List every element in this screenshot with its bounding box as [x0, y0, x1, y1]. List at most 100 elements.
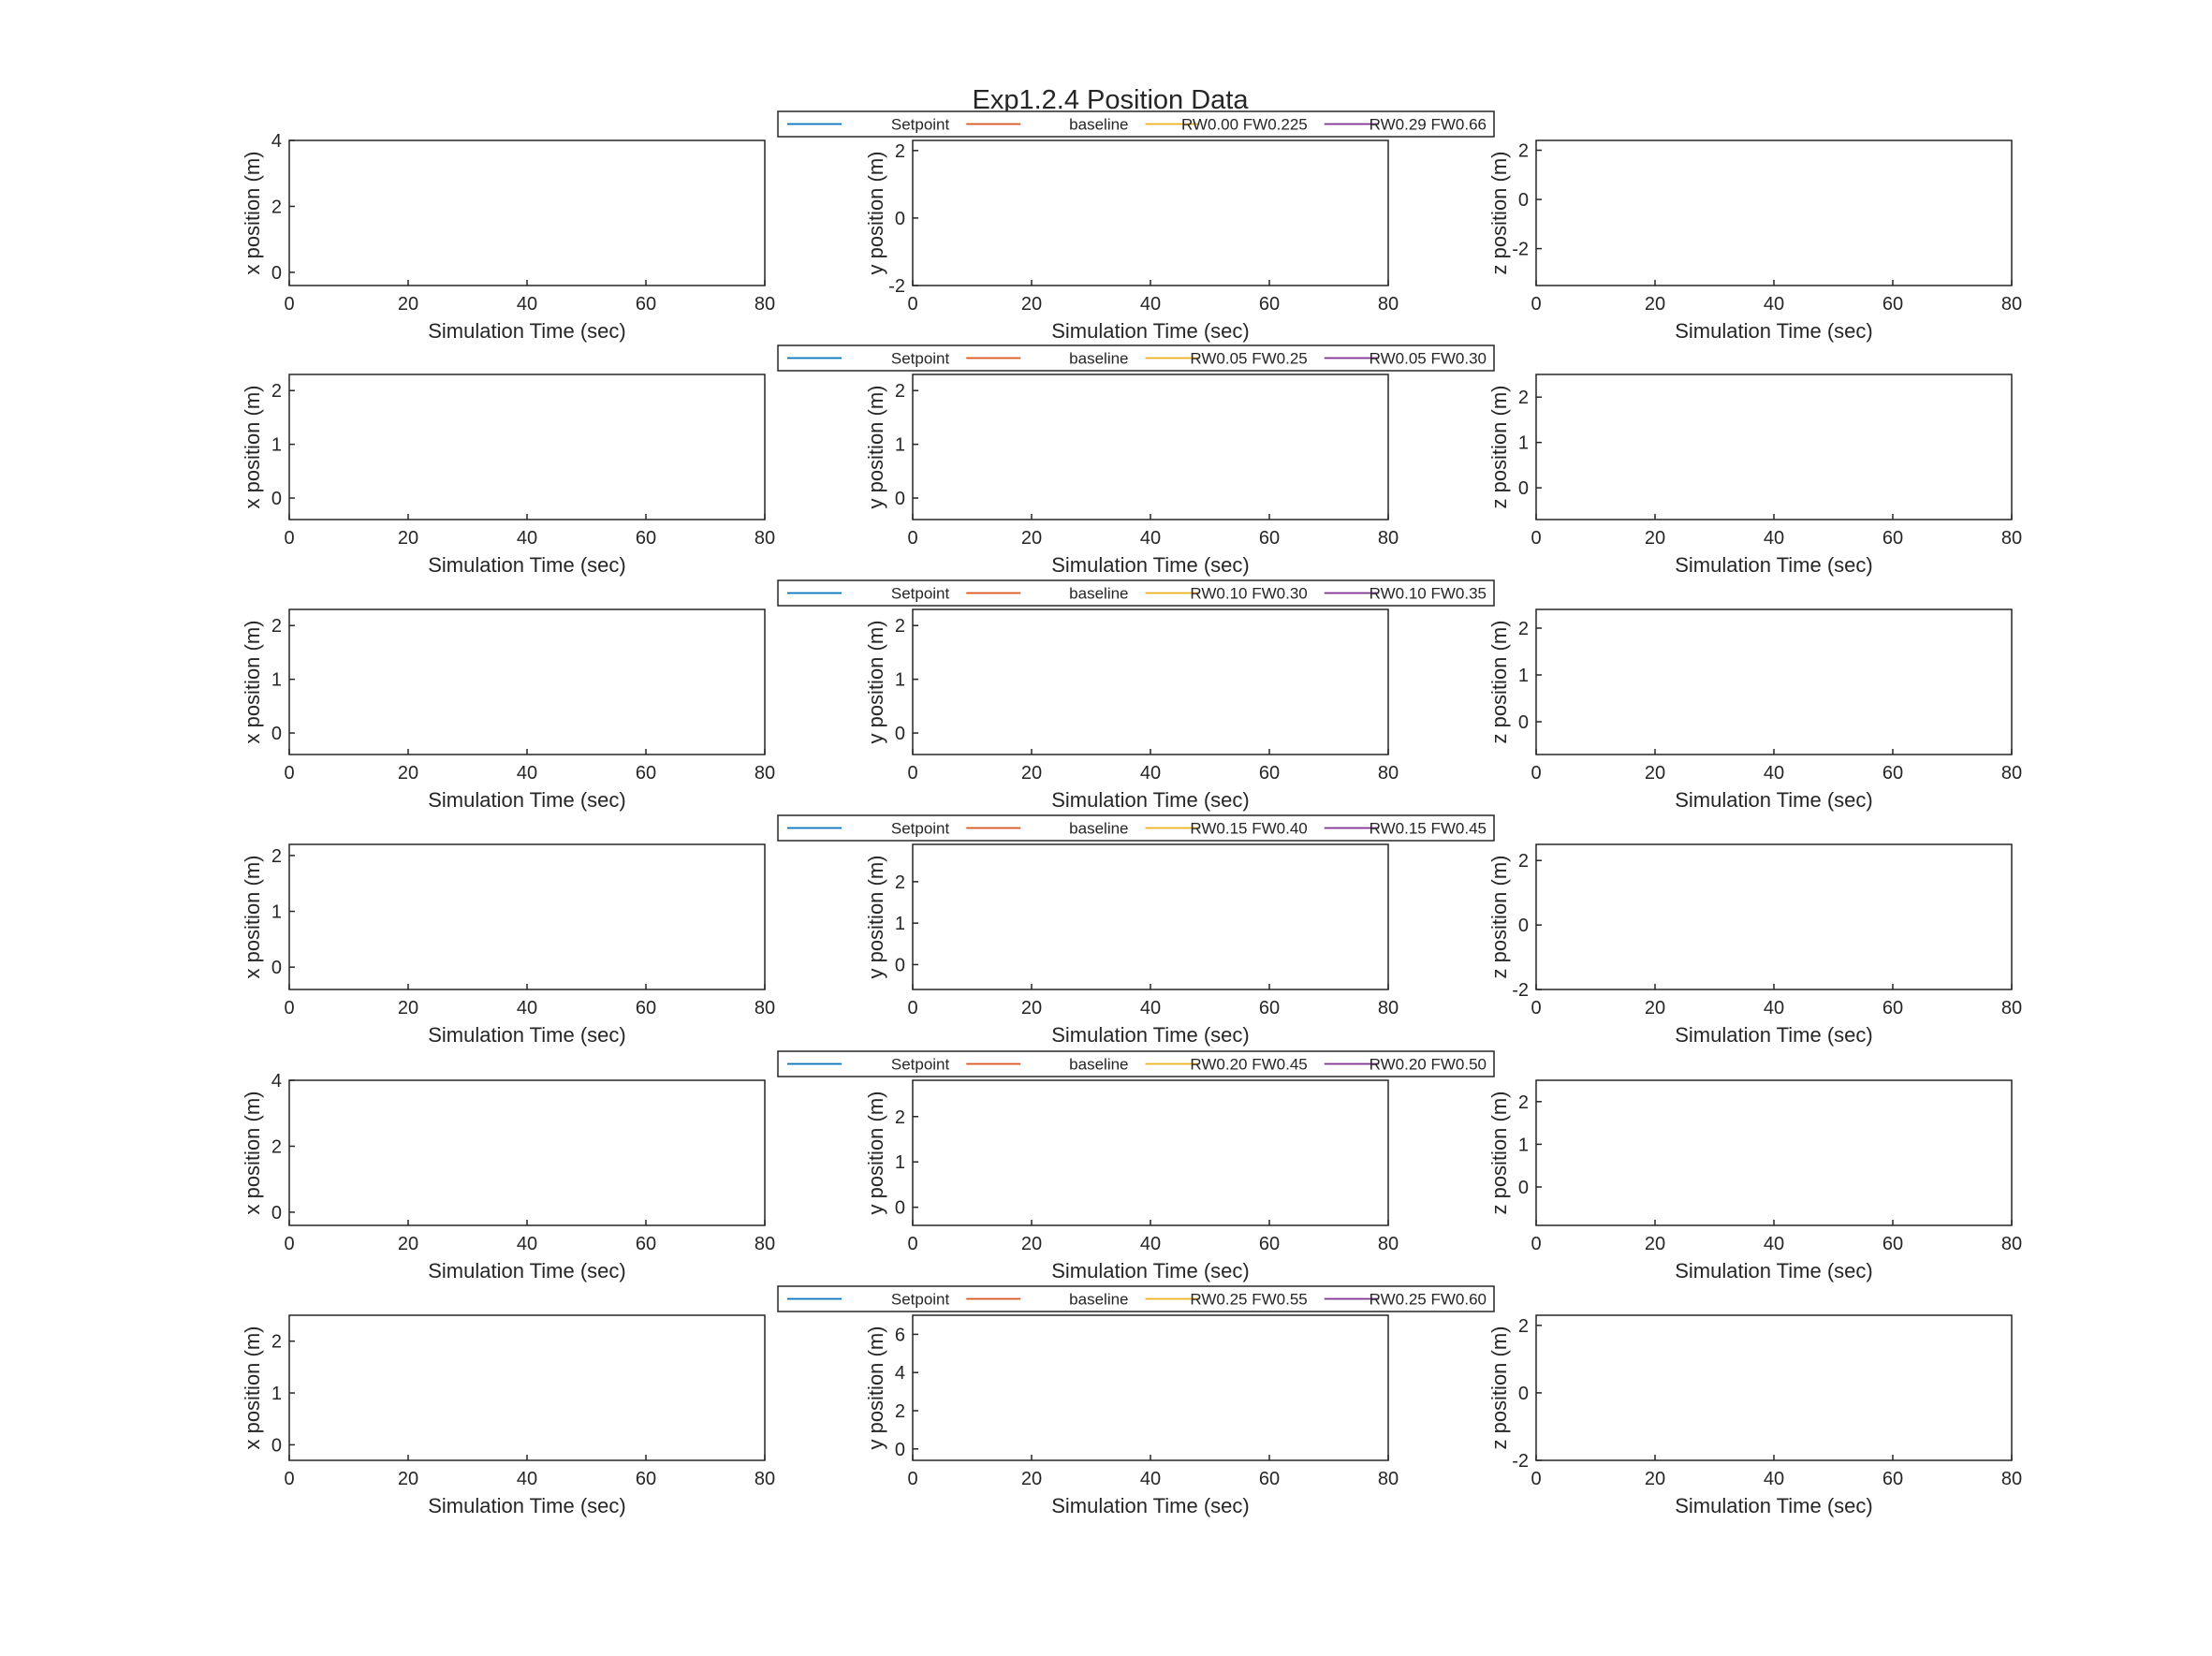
x-tick-label: 40: [1764, 528, 1784, 549]
x-axis-label: Simulation Time (sec): [1675, 1259, 1873, 1282]
x-axis-label: Simulation Time (sec): [1051, 1259, 1250, 1282]
x-tick-label: 20: [398, 294, 418, 315]
axes-frame: [912, 843, 1389, 990]
x-axis-label: Simulation Time (sec): [1675, 1494, 1873, 1517]
x-tick-label: 0: [1531, 763, 1541, 784]
x-tick-label: 40: [1764, 998, 1784, 1019]
x-tick-label: 80: [2001, 1234, 2022, 1254]
subplot-z-row-1: 0 20 40 60 80 -2 0 2 Simulation Time (sec) z posi…: [1487, 139, 2022, 343]
subplot-y-row-2: 0 20 40 60 80 0 1 2 Simulation Time (sec) y posit…: [864, 374, 1399, 577]
x-tick-label: 40: [1140, 1234, 1161, 1254]
x-axis-label: Simulation Time (sec): [1051, 319, 1250, 343]
legend-label-setpoint: Setpoint: [891, 1291, 950, 1309]
y-tick-label: 1: [895, 1152, 905, 1173]
x-tick-label: 20: [1645, 1469, 1665, 1489]
subplot-x-row-6: 0 20 40 60 80 0 1 2 Simulation Time (sec) x posit…: [241, 1314, 775, 1517]
y-tick-label: 2: [1518, 141, 1529, 162]
x-tick-label: 40: [1764, 294, 1784, 315]
x-tick-label: 0: [907, 1469, 917, 1489]
axes-frame: [288, 843, 766, 990]
x-tick-label: 60: [1259, 1234, 1280, 1254]
y-tick-label: 2: [895, 141, 905, 162]
x-tick-label: 80: [754, 998, 775, 1019]
x-tick-label: 80: [754, 528, 775, 549]
x-tick-label: 60: [1882, 294, 1903, 315]
axes-frame: [1535, 374, 2013, 520]
y-tick-label: 6: [895, 1325, 905, 1345]
y-tick-label: 0: [1518, 190, 1529, 211]
x-tick-label: 40: [1140, 998, 1161, 1019]
axes-frame: [912, 1079, 1389, 1226]
y-tick-label: -2: [888, 276, 905, 297]
x-tick-label: 80: [1378, 528, 1399, 549]
x-tick-label: 20: [1645, 528, 1665, 549]
y-tick-label: 2: [1518, 388, 1529, 408]
x-tick-label: 60: [1882, 998, 1903, 1019]
legend-label-baseline: baseline: [1069, 350, 1128, 368]
legend-row-3: Setpoint baseline RW0.10 FW0.30 RW0.10 FW0.…: [777, 579, 1495, 607]
legend-label-setpoint: Setpoint: [891, 585, 950, 603]
x-tick-label: 60: [1259, 763, 1280, 784]
legend-label-baseline: baseline: [1069, 116, 1128, 134]
axes-frame: [288, 608, 766, 755]
x-axis-label: Simulation Time (sec): [1051, 1023, 1250, 1047]
axes-frame: [1535, 1079, 2013, 1226]
y-axis-label: x position (m): [241, 1326, 264, 1449]
legend-label-fw_low: RW0.00 FW0.225: [1181, 116, 1308, 134]
y-axis-label: x position (m): [241, 385, 264, 508]
y-tick-label: 4: [271, 131, 282, 152]
x-axis-label: Simulation Time (sec): [1051, 788, 1250, 812]
x-axis-label: Simulation Time (sec): [1675, 788, 1873, 812]
x-tick-label: 20: [398, 998, 418, 1019]
subplot-x-row-4: 0 20 40 60 80 0 1 2 Simulation Time (sec) x posit…: [241, 843, 775, 1047]
x-tick-label: 80: [2001, 528, 2022, 549]
x-tick-label: 60: [1882, 1469, 1903, 1489]
legend-label-baseline: baseline: [1069, 1056, 1128, 1074]
x-tick-label: 80: [1378, 294, 1399, 315]
y-tick-label: 0: [271, 958, 282, 978]
x-tick-label: 20: [1645, 1234, 1665, 1254]
legend-row-6: Setpoint baseline RW0.25 FW0.55 RW0.25 FW0.…: [777, 1285, 1495, 1312]
axes-frame: [912, 139, 1389, 286]
x-tick-label: 60: [636, 528, 656, 549]
x-tick-label: 20: [1645, 998, 1665, 1019]
x-tick-label: 60: [636, 763, 656, 784]
axes-frame: [288, 139, 766, 286]
x-axis-label: Simulation Time (sec): [428, 553, 626, 577]
y-tick-label: 0: [895, 724, 905, 744]
legend-label-fw_low: RW0.05 FW0.25: [1190, 350, 1307, 368]
figure-title: Exp1.2.4 Position Data: [972, 85, 1249, 115]
y-axis-label: z position (m): [1487, 385, 1511, 508]
y-tick-label: 0: [1518, 916, 1529, 936]
x-tick-label: 80: [2001, 1469, 2022, 1489]
legend-row-4: Setpoint baseline RW0.15 FW0.40 RW0.15 FW0.…: [777, 814, 1495, 842]
y-tick-label: 0: [1518, 1178, 1529, 1198]
legend-label-setpoint: Setpoint: [891, 820, 950, 838]
x-tick-label: 40: [517, 1234, 537, 1254]
x-tick-label: 40: [1764, 1234, 1784, 1254]
x-axis-label: Simulation Time (sec): [428, 1023, 626, 1047]
y-tick-label: 2: [1518, 1316, 1529, 1337]
subplot-x-row-5: 0 20 40 60 80 0 2 4 Simulation Time (sec) x posit…: [241, 1071, 775, 1282]
subplot-z-row-2: 0 20 40 60 80 0 1 2 Simulation Time (sec) z posit…: [1487, 374, 2022, 577]
x-tick-label: 80: [754, 763, 775, 784]
x-tick-label: 60: [1259, 998, 1280, 1019]
x-tick-label: 60: [636, 294, 656, 315]
y-tick-label: 2: [271, 616, 282, 637]
y-axis-label: y position (m): [864, 1326, 887, 1449]
y-tick-label: 1: [1518, 433, 1529, 454]
y-tick-label: 2: [1518, 1092, 1529, 1113]
x-tick-label: 0: [1531, 528, 1541, 549]
y-tick-label: 0: [1518, 712, 1529, 733]
y-axis-label: y position (m): [864, 1091, 887, 1214]
y-tick-label: 2: [895, 381, 905, 402]
axes-frame: [1535, 1314, 2013, 1461]
legend-label-baseline: baseline: [1069, 820, 1128, 838]
axes-frame: [912, 1314, 1389, 1461]
x-axis-label: Simulation Time (sec): [1675, 1023, 1873, 1047]
y-axis-label: y position (m): [864, 151, 887, 274]
y-tick-label: 0: [271, 263, 282, 284]
x-tick-label: 40: [1764, 763, 1784, 784]
y-axis-label: z position (m): [1487, 1091, 1511, 1214]
x-tick-label: 0: [1531, 998, 1541, 1019]
